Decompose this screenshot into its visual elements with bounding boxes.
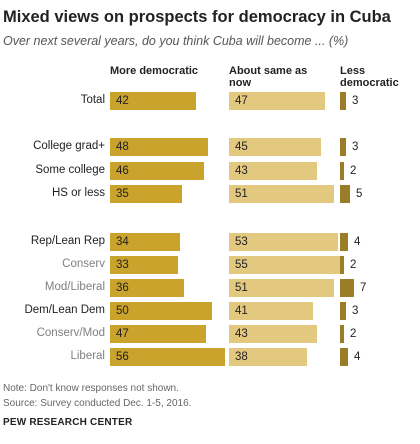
data-label-less-democratic: 5 xyxy=(356,188,363,200)
bar-more-democratic xyxy=(110,138,208,156)
bar-about-same xyxy=(229,325,317,343)
data-label-more-democratic: 36 xyxy=(116,282,129,294)
bar-about-same xyxy=(229,348,307,366)
data-label-about-same: 43 xyxy=(235,165,248,177)
data-label-less-democratic: 3 xyxy=(352,141,359,153)
row-label: Dem/Lean Dem xyxy=(24,304,105,316)
data-label-about-same: 51 xyxy=(235,188,248,200)
data-label-about-same: 55 xyxy=(235,259,248,271)
data-label-about-same: 38 xyxy=(235,351,248,363)
data-label-about-same: 47 xyxy=(235,95,248,107)
data-label-about-same: 41 xyxy=(235,305,248,317)
bar-less-democratic xyxy=(340,279,354,297)
data-label-less-democratic: 4 xyxy=(354,236,361,248)
data-label-less-democratic: 3 xyxy=(352,305,359,317)
bar-more-democratic xyxy=(110,233,180,251)
data-label-more-democratic: 48 xyxy=(116,141,129,153)
bar-more-democratic xyxy=(110,256,178,274)
data-label-more-democratic: 35 xyxy=(116,188,129,200)
data-label-more-democratic: 34 xyxy=(116,236,129,248)
chart-note: Note: Don't know responses not shown. xyxy=(3,383,179,394)
bar-about-same xyxy=(229,233,338,251)
bar-less-democratic xyxy=(340,325,344,343)
column-header-about-same: About same as now xyxy=(229,65,308,89)
bar-more-democratic xyxy=(110,279,184,297)
bar-more-democratic xyxy=(110,325,206,343)
bar-more-democratic xyxy=(110,348,225,366)
bar-about-same xyxy=(229,256,342,274)
row-label: Conserv/Mod xyxy=(36,327,105,339)
bar-less-democratic xyxy=(340,256,344,274)
data-label-less-democratic: 4 xyxy=(354,351,361,363)
data-label-more-democratic: 33 xyxy=(116,259,129,271)
row-label: College grad+ xyxy=(33,140,105,152)
column-header-more-democratic: More democratic xyxy=(110,65,199,77)
bar-about-same xyxy=(229,162,317,180)
bar-more-democratic xyxy=(110,302,212,320)
chart-subtitle: Over next several years, do you think Cu… xyxy=(3,34,349,48)
bar-about-same xyxy=(229,279,334,297)
source-organization: PEW RESEARCH CENTER xyxy=(3,417,133,428)
bar-about-same xyxy=(229,92,325,110)
data-label-less-democratic: 2 xyxy=(350,259,357,271)
bar-more-democratic xyxy=(110,162,204,180)
chart-title: Mixed views on prospects for democracy i… xyxy=(3,8,391,26)
bar-about-same xyxy=(229,302,313,320)
bar-less-democratic xyxy=(340,162,344,180)
bar-about-same xyxy=(229,185,334,203)
row-label: Liberal xyxy=(70,350,105,362)
data-label-more-democratic: 46 xyxy=(116,165,129,177)
data-label-less-democratic: 2 xyxy=(350,328,357,340)
bar-less-democratic xyxy=(340,185,350,203)
bar-less-democratic xyxy=(340,233,348,251)
data-label-more-democratic: 50 xyxy=(116,305,129,317)
row-label: HS or less xyxy=(51,187,105,199)
row-label: Conserv xyxy=(62,258,105,270)
bar-about-same xyxy=(229,138,321,156)
data-label-about-same: 53 xyxy=(235,236,248,248)
bar-less-democratic xyxy=(340,92,346,110)
bar-more-democratic xyxy=(110,92,196,110)
row-label: Some college xyxy=(35,164,105,176)
bar-less-democratic xyxy=(340,348,348,366)
data-label-less-democratic: 7 xyxy=(360,282,367,294)
data-label-more-democratic: 56 xyxy=(116,351,129,363)
bar-less-democratic xyxy=(340,138,346,156)
bar-less-democratic xyxy=(340,302,346,320)
column-header-less-democratic: Less democratic xyxy=(340,65,399,89)
row-label: Total xyxy=(80,94,105,106)
row-label: Rep/Lean Rep xyxy=(30,235,105,247)
data-label-less-democratic: 3 xyxy=(352,95,359,107)
data-label-less-democratic: 2 xyxy=(350,165,357,177)
data-label-more-democratic: 47 xyxy=(116,328,129,340)
chart-source: Source: Survey conducted Dec. 1-5, 2016. xyxy=(3,398,192,409)
row-label: Mod/Liberal xyxy=(44,281,105,293)
data-label-about-same: 51 xyxy=(235,282,248,294)
data-label-about-same: 45 xyxy=(235,141,248,153)
bar-more-democratic xyxy=(110,185,182,203)
data-label-about-same: 43 xyxy=(235,328,248,340)
data-label-more-democratic: 42 xyxy=(116,95,129,107)
